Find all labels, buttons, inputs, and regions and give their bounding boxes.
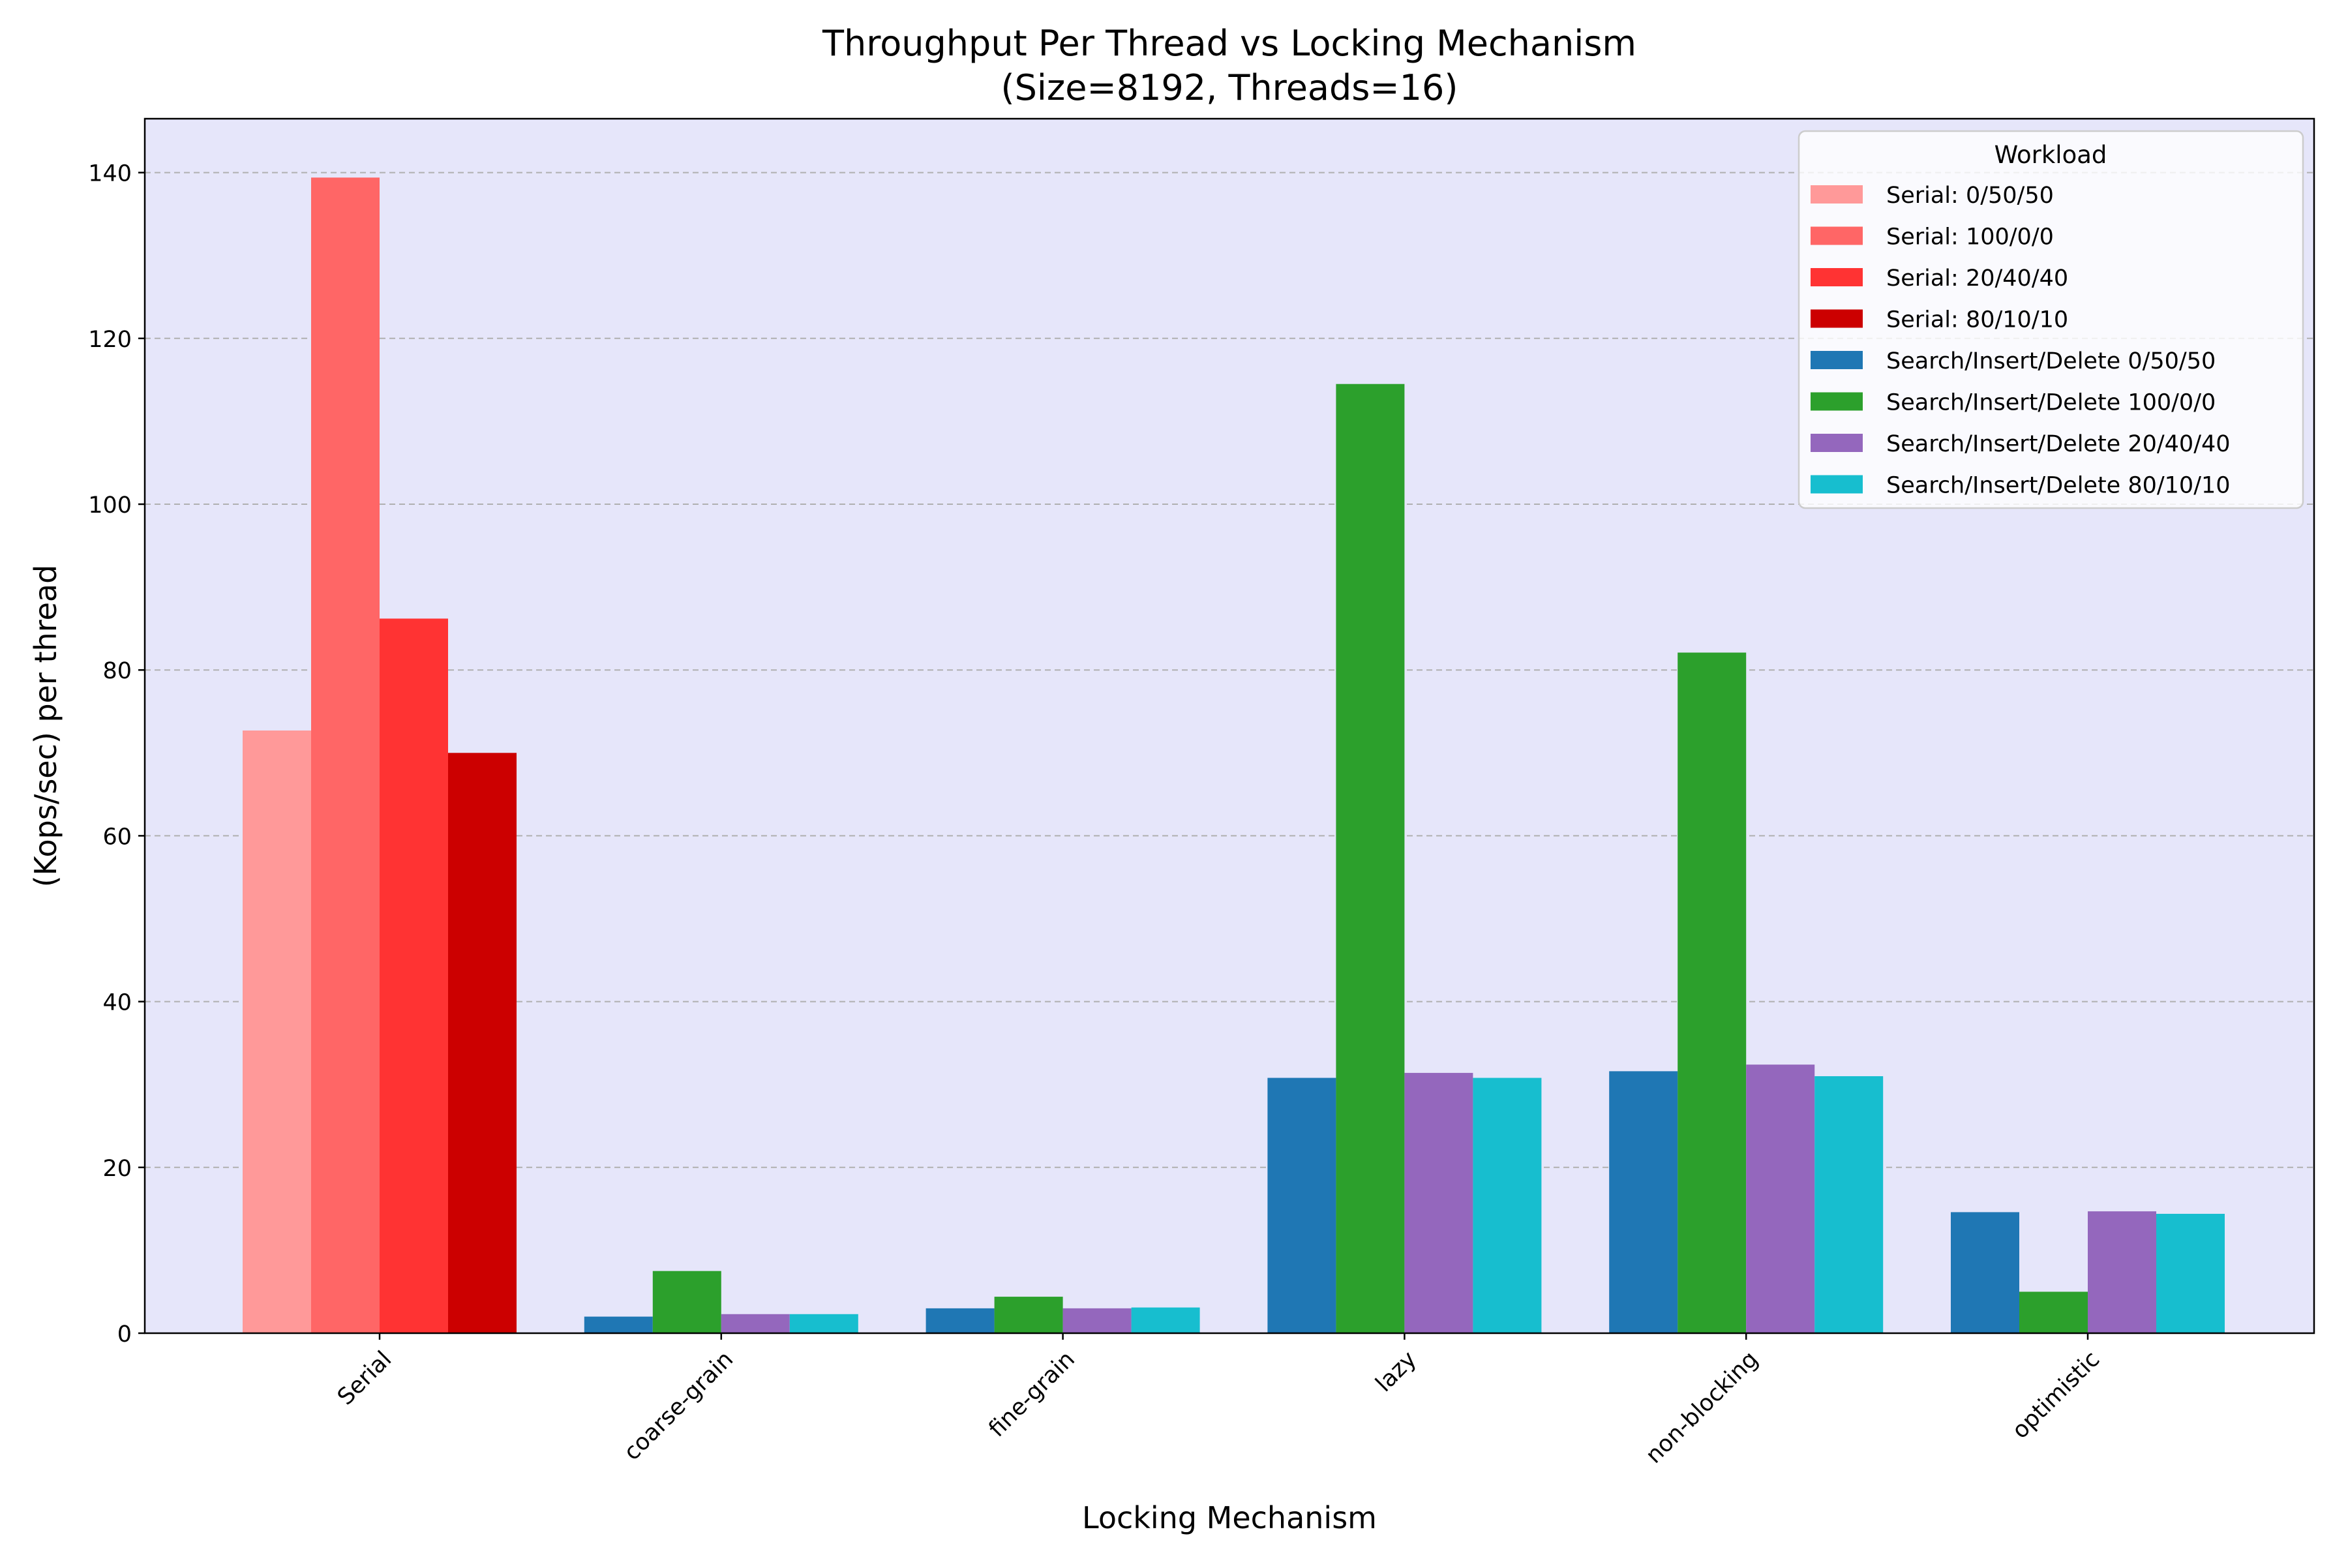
bar	[1473, 1078, 1542, 1333]
legend-label: Serial: 80/10/10	[1886, 307, 2068, 333]
legend-swatch	[1811, 226, 1863, 245]
bar	[1062, 1308, 1132, 1333]
legend-label: Search/Insert/Delete 20/40/40	[1886, 431, 2231, 457]
bar	[1814, 1076, 1884, 1333]
bar	[789, 1314, 858, 1333]
bar	[926, 1308, 995, 1333]
legend-swatch	[1811, 392, 1863, 411]
bar	[1746, 1064, 1815, 1333]
bar	[2156, 1213, 2225, 1333]
bar	[1131, 1307, 1200, 1333]
legend-box	[1798, 130, 2304, 509]
y-tick-label: 0	[117, 1321, 132, 1348]
bar	[1951, 1212, 2019, 1333]
y-tick-label: 120	[88, 327, 132, 353]
y-axis-label: (Kops/sec) per thread	[28, 565, 63, 888]
chart-title: Throughput Per Thread vs Locking Mechani…	[822, 23, 1636, 64]
legend-swatch	[1811, 268, 1863, 286]
bar	[1336, 384, 1405, 1333]
bar	[448, 753, 517, 1333]
x-axis-label: Locking Mechanism	[1082, 1500, 1377, 1535]
legend-label: Serial: 20/40/40	[1886, 265, 2068, 292]
bar	[1678, 652, 1747, 1334]
bar	[1267, 1078, 1336, 1333]
bar	[2019, 1291, 2088, 1333]
legend-swatch	[1811, 309, 1863, 328]
bar	[1404, 1072, 1473, 1333]
legend-label: Search/Insert/Delete 0/50/50	[1886, 348, 2216, 374]
legend-label: Serial: 100/0/0	[1886, 224, 2054, 250]
legend-title: Workload	[1994, 141, 2107, 169]
legend-swatch	[1811, 434, 1863, 452]
legend-items: Serial: 0/50/50 Serial: 100/0/0 Serial: 20…	[1811, 183, 2231, 499]
legend-label: Search/Insert/Delete 80/10/10	[1886, 473, 2231, 499]
y-tick-label: 100	[88, 492, 132, 519]
bar	[2088, 1211, 2156, 1333]
bar	[1609, 1071, 1678, 1333]
y-tick-label: 60	[102, 824, 132, 850]
bar	[380, 618, 448, 1334]
bars	[243, 177, 2225, 1334]
legend-label: Search/Insert/Delete 100/0/0	[1886, 390, 2216, 416]
y-tick-label: 20	[102, 1156, 132, 1182]
bar	[652, 1271, 721, 1333]
bar	[243, 730, 311, 1333]
legend-swatch	[1811, 475, 1863, 494]
chart-subtitle: (Size=8192, Threads=16)	[1001, 67, 1458, 108]
y-axis-ticks: 0 20 40 60 80 100 120 140	[88, 161, 145, 1348]
legend-label: Serial: 0/50/50	[1886, 183, 2054, 209]
y-tick-label: 40	[102, 990, 132, 1016]
legend-swatch	[1811, 185, 1863, 204]
bar	[994, 1297, 1063, 1333]
bar	[721, 1314, 790, 1333]
legend-swatch	[1811, 351, 1863, 369]
y-tick-label: 140	[88, 161, 132, 187]
plot-frame	[143, 117, 2315, 1334]
y-tick-label: 80	[102, 658, 132, 684]
bar	[311, 177, 380, 1334]
bar	[584, 1316, 653, 1333]
